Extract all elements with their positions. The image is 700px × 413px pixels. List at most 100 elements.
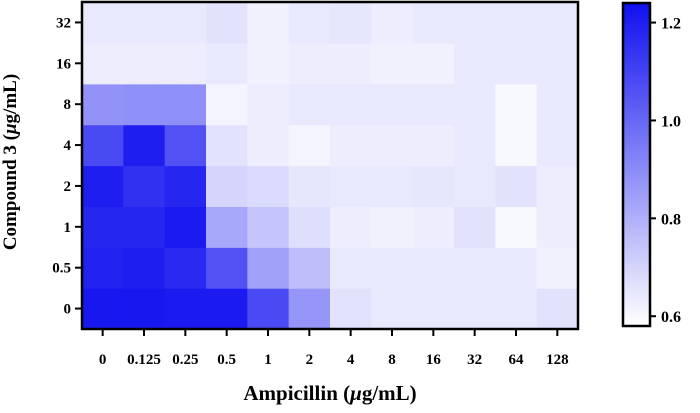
y-tick-label: 0.5 — [52, 261, 71, 277]
heatmap-cell — [82, 124, 124, 167]
heatmap-cell — [247, 288, 290, 330]
heatmap-cell — [495, 206, 538, 248]
heatmap-cell — [330, 247, 372, 289]
x-tick-label: 0.5 — [217, 352, 236, 368]
heatmap-cell — [454, 247, 496, 289]
x-tick-label: 32 — [467, 352, 482, 368]
heatmap-cell — [412, 288, 455, 330]
heatmap-cell — [495, 165, 538, 207]
heatmap-cell — [454, 165, 496, 207]
heatmap-cell — [536, 165, 579, 207]
heatmap-cell — [330, 165, 372, 207]
y-axis-label-wrap: Compound 3 (μg/mL) — [0, 22, 24, 302]
x-axis-label-mu: μ — [350, 381, 362, 405]
heatmap-cell — [412, 206, 455, 248]
heatmap-cell — [371, 247, 414, 289]
x-tick-label: 128 — [546, 352, 569, 368]
heatmap-cell — [288, 42, 331, 85]
heatmap-cell — [206, 83, 248, 126]
heatmap-cell — [536, 288, 579, 330]
heatmap-cell — [288, 247, 331, 289]
heatmap-cell — [371, 83, 414, 126]
heatmap-cell — [454, 42, 496, 85]
heatmap-cell — [412, 83, 455, 126]
heatmap-cell — [164, 206, 207, 248]
heatmap-cell — [206, 288, 248, 330]
heatmap-cell — [495, 247, 538, 289]
heatmap-cell — [412, 165, 455, 207]
x-axis-ticks: 0 0.125 0.25 0.5 1 2 4 8 16 32 64 128 — [99, 329, 569, 368]
heatmap-cell — [288, 165, 331, 207]
x-tick-label: 64 — [509, 352, 525, 368]
y-tick-label: 8 — [64, 97, 72, 113]
heatmap-cell — [495, 83, 538, 126]
y-tick-label: 16 — [56, 56, 72, 72]
heatmap-cell — [495, 42, 538, 85]
heatmap-cell — [247, 42, 290, 85]
heatmap-cell — [330, 83, 372, 126]
heatmap-cell — [330, 42, 372, 85]
x-tick-label: 4 — [347, 352, 355, 368]
heatmap-cell — [164, 247, 207, 289]
heatmap-cell — [206, 124, 248, 167]
heatmap-cell — [454, 2, 496, 44]
heatmap-cell — [82, 2, 124, 44]
heatmap-cell — [288, 83, 331, 126]
heatmap-cell — [82, 247, 124, 289]
heatmap-cell — [206, 165, 248, 207]
heatmap-cell — [164, 288, 207, 330]
y-tick-label: 4 — [64, 138, 72, 154]
x-tick-label: 0.125 — [127, 352, 161, 368]
y-axis-label: Compound 3 (μg/mL) — [0, 73, 21, 251]
heatmap-cell — [536, 42, 579, 85]
x-tick-label: 0.25 — [172, 352, 198, 368]
heatmap-cell — [330, 288, 372, 330]
heatmap-cell — [536, 206, 579, 248]
heatmap-cell — [123, 247, 166, 289]
heatmap-cell — [82, 165, 124, 207]
heatmap-cell — [206, 247, 248, 289]
heatmap-cell — [164, 124, 207, 167]
heatmap-cell — [247, 206, 290, 248]
colorbar — [621, 1, 652, 328]
heatmap-cell — [454, 83, 496, 126]
heatmap-cell — [82, 206, 124, 248]
heatmap-cell — [288, 124, 331, 167]
heatmap-cell — [123, 2, 166, 44]
heatmap-cell — [123, 42, 166, 85]
x-tick-label: 16 — [426, 352, 442, 368]
heatmap-cell — [536, 2, 579, 44]
y-tick-label: 2 — [64, 179, 72, 195]
x-tick-label: 0 — [99, 352, 107, 368]
heatmap-cell — [288, 2, 331, 44]
heatmap-cell — [371, 165, 414, 207]
heatmap-cell — [371, 2, 414, 44]
heatmap-cell — [454, 206, 496, 248]
heatmap-cell — [82, 288, 124, 330]
heatmap-cell — [495, 288, 538, 330]
colorbar-ticks: 0.6 0.8 1.0 1.2 — [650, 16, 681, 326]
x-axis-label: Ampicillin (μg/mL) — [243, 381, 417, 405]
colorbar-tick-label: 1.2 — [661, 16, 681, 33]
heatmap-cell — [123, 206, 166, 248]
heatmap-cell — [123, 124, 166, 167]
y-tick-label: 1 — [64, 220, 72, 236]
heatmap-cell — [536, 124, 579, 167]
heatmap-cell — [412, 247, 455, 289]
x-tick-label: 8 — [388, 352, 396, 368]
heatmap-cells — [82, 2, 579, 330]
heatmap-cell — [412, 42, 455, 85]
heatmap-cell — [371, 124, 414, 167]
y-axis-ticks: 0 0.5 1 2 4 8 16 32 — [52, 15, 82, 318]
heatmap-cell — [495, 2, 538, 44]
y-tick-label: 0 — [64, 302, 72, 318]
heatmap-cell — [206, 2, 248, 44]
heatmap-cell — [123, 288, 166, 330]
y-axis-label-mu: μ — [0, 123, 21, 135]
colorbar-tick-label: 0.6 — [661, 309, 681, 326]
heatmap-cell — [247, 2, 290, 44]
heatmap-cell — [82, 83, 124, 126]
heatmap-cell — [495, 124, 538, 167]
heatmap-cell — [454, 124, 496, 167]
heatmap-cell — [454, 288, 496, 330]
